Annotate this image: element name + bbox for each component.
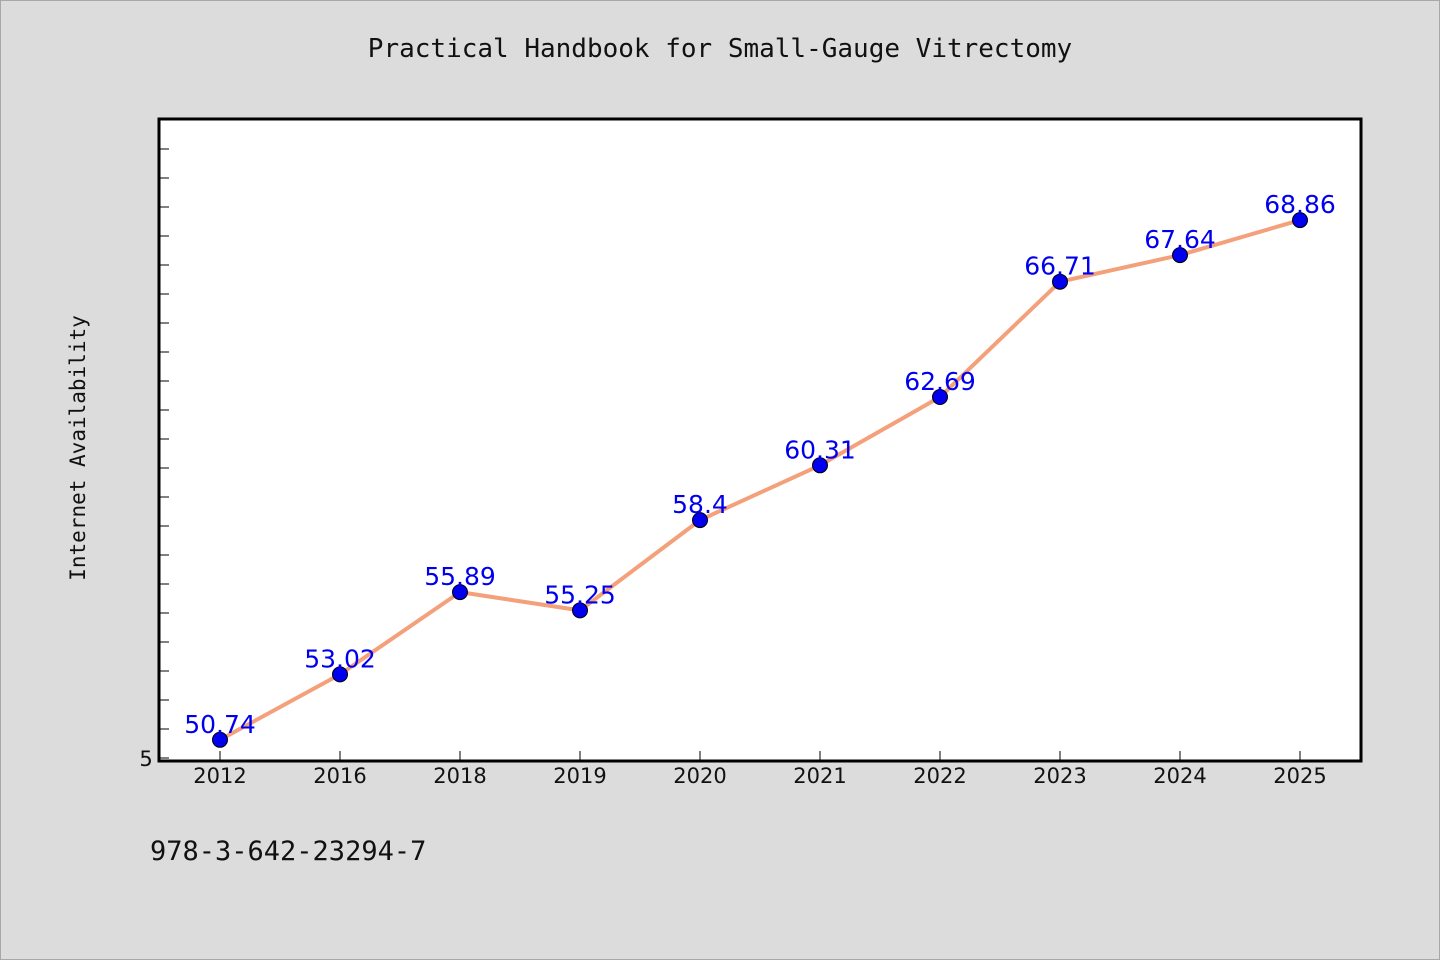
data-point (452, 584, 468, 601)
x-tick-label: 2018 (433, 764, 486, 788)
x-tick-label: 2012 (193, 764, 246, 788)
data-point (212, 731, 228, 748)
data-label: 53.02 (304, 644, 376, 673)
data-label: 60.31 (784, 435, 856, 464)
data-point (572, 602, 588, 619)
x-tick-label: 2025 (1273, 764, 1326, 788)
chart-title: Practical Handbook for Small-Gauge Vitre… (367, 34, 1073, 64)
x-tick-label: 2024 (1153, 764, 1206, 788)
x-tick-label: 2019 (553, 764, 606, 788)
data-point (1172, 247, 1188, 264)
series-line (219, 218, 1301, 742)
data-label: 66.71 (1024, 252, 1096, 281)
data-point (812, 457, 828, 474)
data-label: 68.86 (1264, 190, 1336, 219)
data-label: 55.25 (544, 580, 616, 609)
isbn-label: 978-3-642-23294-7 (150, 836, 427, 867)
x-tick-label: 2022 (913, 764, 966, 788)
data-label: 50.74 (184, 710, 256, 739)
x-tick-label: 2020 (673, 764, 726, 788)
data-point (932, 389, 948, 405)
data-label: 67.64 (1144, 225, 1216, 254)
plot-area (157, 117, 1363, 763)
x-tick-label: 2016 (313, 764, 366, 788)
data-label: 58.4 (672, 490, 728, 519)
data-label: 55.89 (424, 562, 496, 591)
y-tick-label: 5 (139, 747, 152, 771)
data-point (1292, 212, 1308, 229)
x-tick-label: 2021 (793, 764, 846, 788)
data-point (1052, 273, 1068, 290)
data-point (692, 512, 708, 529)
y-axis-ticks: 5 (139, 148, 169, 771)
series-layer: 50.74 53.02 55.89 55.25 58.4 60.31 62.69 66.71 6… (184, 190, 1336, 748)
data-point (332, 666, 348, 683)
x-axis-ticks: 2012 2016 2018 2019 2020 2021 2022 2023 2024 2025 (193, 751, 1327, 788)
x-tick-label: 2023 (1033, 764, 1086, 788)
data-label: 62.69 (904, 367, 976, 396)
